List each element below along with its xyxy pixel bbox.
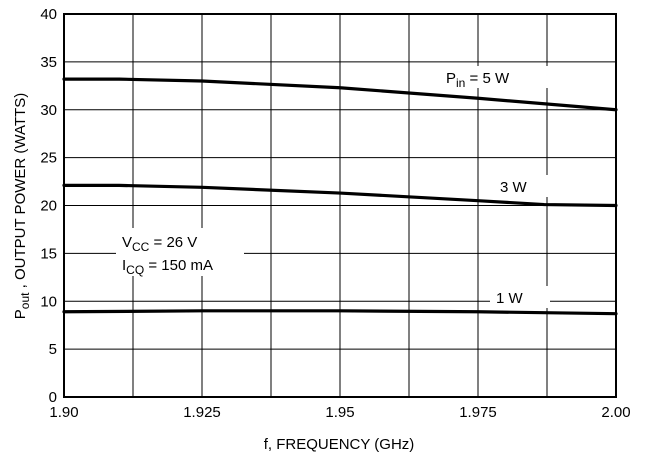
icq-rest: = 150 mA [144, 257, 213, 274]
x-tick-label: 2.00 [601, 404, 630, 421]
series-line-1w [62, 309, 618, 316]
y-tick-label: 0 [49, 389, 57, 406]
x-tick-label: 1.975 [459, 404, 497, 421]
y-tick-label: 40 [40, 6, 57, 23]
series-line-5w [62, 77, 618, 112]
series-layer [62, 77, 618, 316]
y-tick-label: 5 [49, 341, 57, 358]
tick-labels: 0 5 10 15 20 25 30 35 40 1.90 1.925 1.95 1.975 2.00 [40, 6, 630, 421]
series-label-5w: Pin = 5 W [446, 70, 510, 90]
series-label-background [490, 286, 550, 308]
series-label-main: P [446, 70, 456, 87]
series-label-3w: 3 W [500, 179, 528, 196]
icq-main: I [122, 257, 126, 274]
series-label-1w: 1 W [496, 290, 524, 307]
y-axis-label: Pout , OUTPUT POWER (WATTS) [12, 93, 32, 319]
series-label-background [494, 175, 550, 197]
y-tick-label: 15 [40, 245, 57, 262]
y-tick-label: 10 [40, 293, 57, 310]
y-tick-label: 25 [40, 150, 57, 167]
y-tick-label: 30 [40, 102, 57, 119]
series-line-3w [62, 183, 618, 208]
x-tick-label: 1.90 [49, 404, 78, 421]
bias-annotation: VCC = 26 V ICQ = 150 mA [116, 228, 244, 277]
series-labels: Pin = 5 W 3 W 1 W [440, 66, 552, 308]
y-axis-label-rest: , OUTPUT POWER (WATTS) [12, 93, 29, 293]
y-axis-label-main: P [12, 309, 29, 319]
series-label-sub: in [456, 76, 465, 90]
vcc-annotation: VCC = 26 V [122, 234, 197, 254]
vcc-rest: = 26 V [149, 234, 197, 251]
y-axis-label-sub: out [18, 292, 32, 309]
y-tick-label: 35 [40, 54, 57, 71]
x-axis-label: f, FREQUENCY (GHz) [264, 436, 415, 453]
vcc-main: V [122, 234, 132, 251]
icq-annotation: ICQ = 150 mA [122, 257, 213, 277]
plot-frame [63, 13, 617, 398]
series-label-main: 1 W [496, 290, 524, 307]
series-label-rest: = 5 W [465, 70, 510, 87]
annotation-background [116, 228, 244, 276]
vcc-sub: CC [132, 240, 150, 254]
x-tick-label: 1.925 [183, 404, 221, 421]
icq-sub: CQ [126, 263, 144, 277]
x-tick-label: 1.95 [325, 404, 354, 421]
series-label-main: 3 W [500, 179, 528, 196]
series-label-background [440, 66, 552, 88]
y-tick-label: 20 [40, 198, 57, 215]
